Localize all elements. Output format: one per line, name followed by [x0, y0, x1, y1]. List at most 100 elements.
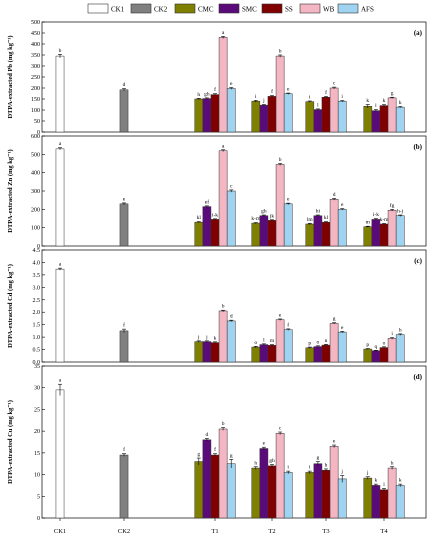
bar-afs-t1 [226, 320, 236, 363]
legend-label: WB [323, 6, 335, 14]
significance-label: p [366, 342, 369, 348]
bar-afs-t4 [395, 215, 405, 247]
bar-wb-t1 [218, 37, 228, 133]
legend-label: AFS [361, 6, 374, 14]
bar-ss-t3 [321, 469, 331, 519]
bar-smc-t1 [202, 206, 212, 247]
y-axis-label: DTPA-extracted Cu (mg kg⁻¹) [7, 400, 14, 484]
bar-smc-t1 [202, 341, 212, 363]
legend: CK1 CK2 CMC SMC SS WB AFS [87, 3, 374, 14]
significance-label: i [391, 331, 393, 337]
bar-wb-t3 [329, 446, 339, 519]
x-axis: CK1 CK2 T1 T2 T3 T4 [54, 518, 388, 535]
significance-label: i-k [373, 212, 379, 218]
significance-label: o [254, 340, 257, 346]
significance-label: e [341, 325, 344, 331]
y-tick-label: 4.0 [33, 260, 41, 266]
significance-label: a [222, 30, 225, 36]
significance-label: j [366, 470, 369, 476]
bar-wb-t3 [329, 323, 339, 363]
y-tick-label: 250 [31, 75, 40, 81]
bar-wb-t1 [218, 310, 228, 363]
y-tick-label: 0.5 [33, 348, 41, 354]
y-tick-label: 450 [31, 31, 40, 37]
bar-afs-t4 [395, 106, 405, 133]
significance-label: g [230, 453, 233, 459]
significance-label: e [123, 196, 126, 202]
bar-ck1 [55, 268, 65, 363]
y-axis-label: DTPA-extracted Cd (mg kg⁻¹) [7, 264, 14, 348]
significance-label: h [254, 460, 257, 466]
legend-item-ck1: CK1 [87, 3, 125, 14]
significance-label: k [366, 98, 369, 104]
y-tick-label: 25 [34, 407, 40, 413]
bar-ss-t1 [210, 342, 220, 363]
bar-afs-t2 [283, 203, 293, 247]
bar-ss-t3 [321, 221, 331, 247]
bar-wb-t4 [387, 338, 397, 363]
significance-label: e [230, 81, 233, 87]
bar-smc-t3 [313, 215, 323, 247]
legend-item-ss: SS [261, 3, 293, 14]
significance-label: i-k [212, 212, 218, 218]
significance-label: k [399, 478, 402, 484]
bar-wb-t3 [329, 199, 339, 247]
x-category-label: T1 [211, 528, 218, 535]
significance-label: h [391, 460, 394, 466]
bar-smc-t4 [371, 485, 381, 519]
significance-label: gh [261, 209, 267, 215]
panel-c: 0.0 0.5 1.0 1.5 2.0 2.5 3.0 3.5 4.0 4.5 DTPA-extra… [7, 248, 427, 366]
bar-wb-t1 [218, 150, 228, 247]
bar-cmc-t4 [363, 348, 373, 363]
significance-label: h [325, 462, 328, 468]
significance-label: j [340, 469, 343, 475]
significance-label: p [308, 341, 311, 347]
panel-b: 0 100 200 300 400 500 600 DTPA-extracted Zn (mg… [7, 134, 427, 250]
bar-ss-t1 [210, 219, 220, 247]
bar-ck2 [119, 330, 129, 363]
significance-label: h [399, 327, 402, 333]
y-tick-label: 0 [37, 516, 40, 522]
y-tick-label: 500 [31, 152, 40, 158]
significance-label: l [317, 102, 319, 108]
significance-label: g [317, 455, 320, 461]
legend-swatch [130, 3, 152, 14]
significance-label: ef [205, 198, 209, 205]
bar-wb-t1 [218, 428, 228, 519]
significance-label: fg [390, 202, 395, 209]
legend-item-ck2: CK2 [130, 3, 168, 14]
bar-afs-t1 [226, 88, 236, 133]
y-axis-label: DTPA-extracted Zn (mg kg⁻¹) [7, 149, 14, 232]
significance-label: e [279, 312, 282, 318]
significance-label: f [214, 446, 216, 453]
significance-label: d [230, 314, 233, 320]
y-tick-label: 600 [31, 134, 40, 140]
bar-cmc-t1 [194, 98, 204, 133]
significance-label: i [287, 465, 289, 471]
bar-afs-t2 [283, 93, 293, 133]
significance-label: k [383, 98, 386, 104]
bar-afs-t3 [337, 100, 347, 133]
bar-afs-t3 [337, 478, 347, 519]
bar-cmc-t1 [194, 461, 204, 519]
bar-cmc-t3 [305, 347, 315, 363]
y-axis-label: DTPA-extracted Pb (mg kg⁻¹) [7, 35, 14, 118]
bar-ss-t3 [321, 344, 331, 363]
significance-label: o [317, 339, 320, 345]
significance-label: hi [316, 209, 321, 215]
y-tick-label: 200 [31, 86, 40, 92]
significance-label: k-m [380, 217, 390, 223]
bar-wb-t2 [275, 164, 285, 247]
bar-ck1 [55, 55, 65, 133]
panel-label: (b) [413, 143, 422, 151]
significance-label: gh [269, 458, 275, 464]
bar-wb-t4 [387, 467, 397, 519]
y-tick-label: 300 [31, 64, 40, 70]
bar-ck1 [55, 389, 65, 519]
significance-label: i [341, 94, 343, 100]
y-tick-label: 2.5 [33, 298, 41, 304]
significance-label: o [383, 340, 386, 346]
bar-ss-t4 [379, 223, 389, 247]
x-category-label: CK1 [54, 528, 66, 535]
y-tick-label: 100 [31, 226, 40, 232]
